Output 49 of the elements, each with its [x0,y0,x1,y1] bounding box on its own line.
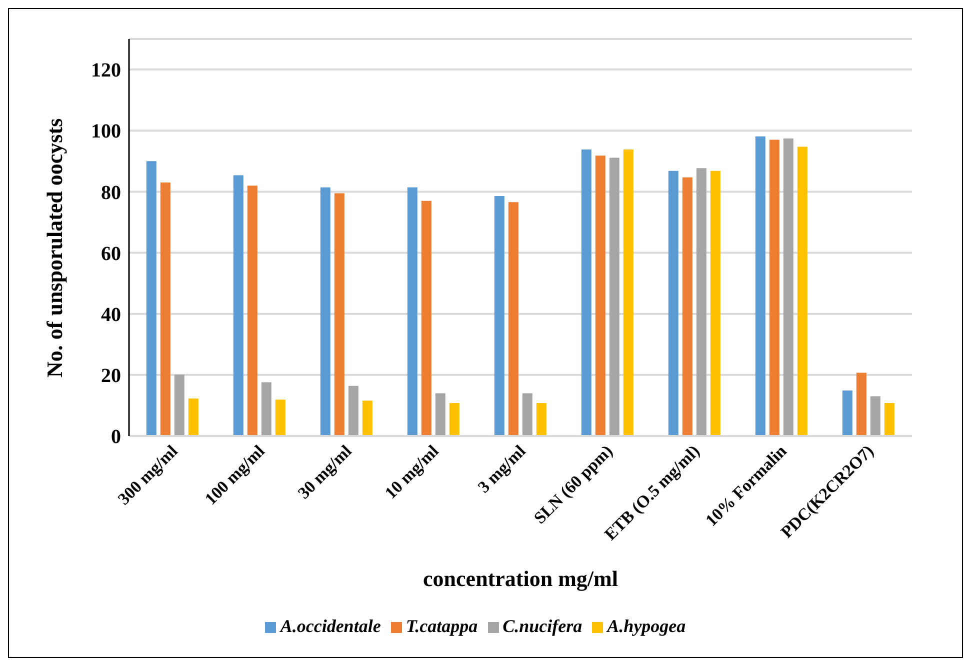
y-tick-label: 120 [91,60,121,82]
legend-label: A.occidentale [280,616,381,636]
legend-label: T.catappa [406,616,478,636]
bar [842,390,852,436]
bar [275,400,286,436]
bar [174,374,184,436]
bar [609,158,620,436]
bar [449,403,460,436]
bar [334,193,344,436]
y-tick-label: 20 [101,365,121,388]
bar [668,170,678,436]
legend-label: C.nucifera [502,616,582,636]
bar [508,202,518,436]
bar [407,187,418,436]
y-tick-label: 80 [101,182,121,204]
bar [261,382,272,436]
bar [769,140,780,436]
bar [856,372,866,436]
x-axis-title: concentration mg/ml [423,566,618,591]
bar [348,386,358,436]
bar [581,150,592,436]
bar [710,170,720,436]
bar [421,200,432,436]
bar [797,146,808,436]
bar [870,396,880,436]
legend-label: A.hypogea [607,616,686,636]
bar [623,150,634,436]
bar [755,136,766,436]
bar [696,168,706,436]
y-tick-label: 0 [111,426,121,448]
y-tick-label: 100 [91,120,121,143]
y-tick-label: 60 [101,242,121,265]
bar [494,196,504,436]
bar [160,182,170,436]
bar [435,393,446,436]
bar [320,187,330,436]
y-axis-title: No. of unsporulated oocysts [42,118,67,378]
bar [233,175,244,436]
bar [522,393,532,436]
bar [682,177,692,436]
bar [884,403,894,436]
bar [146,161,156,436]
bar [536,403,546,436]
y-tick-label: 40 [101,304,121,326]
bar [362,400,372,436]
bar [595,156,606,436]
bar [247,186,258,436]
bar [783,138,794,436]
bar [188,398,198,436]
